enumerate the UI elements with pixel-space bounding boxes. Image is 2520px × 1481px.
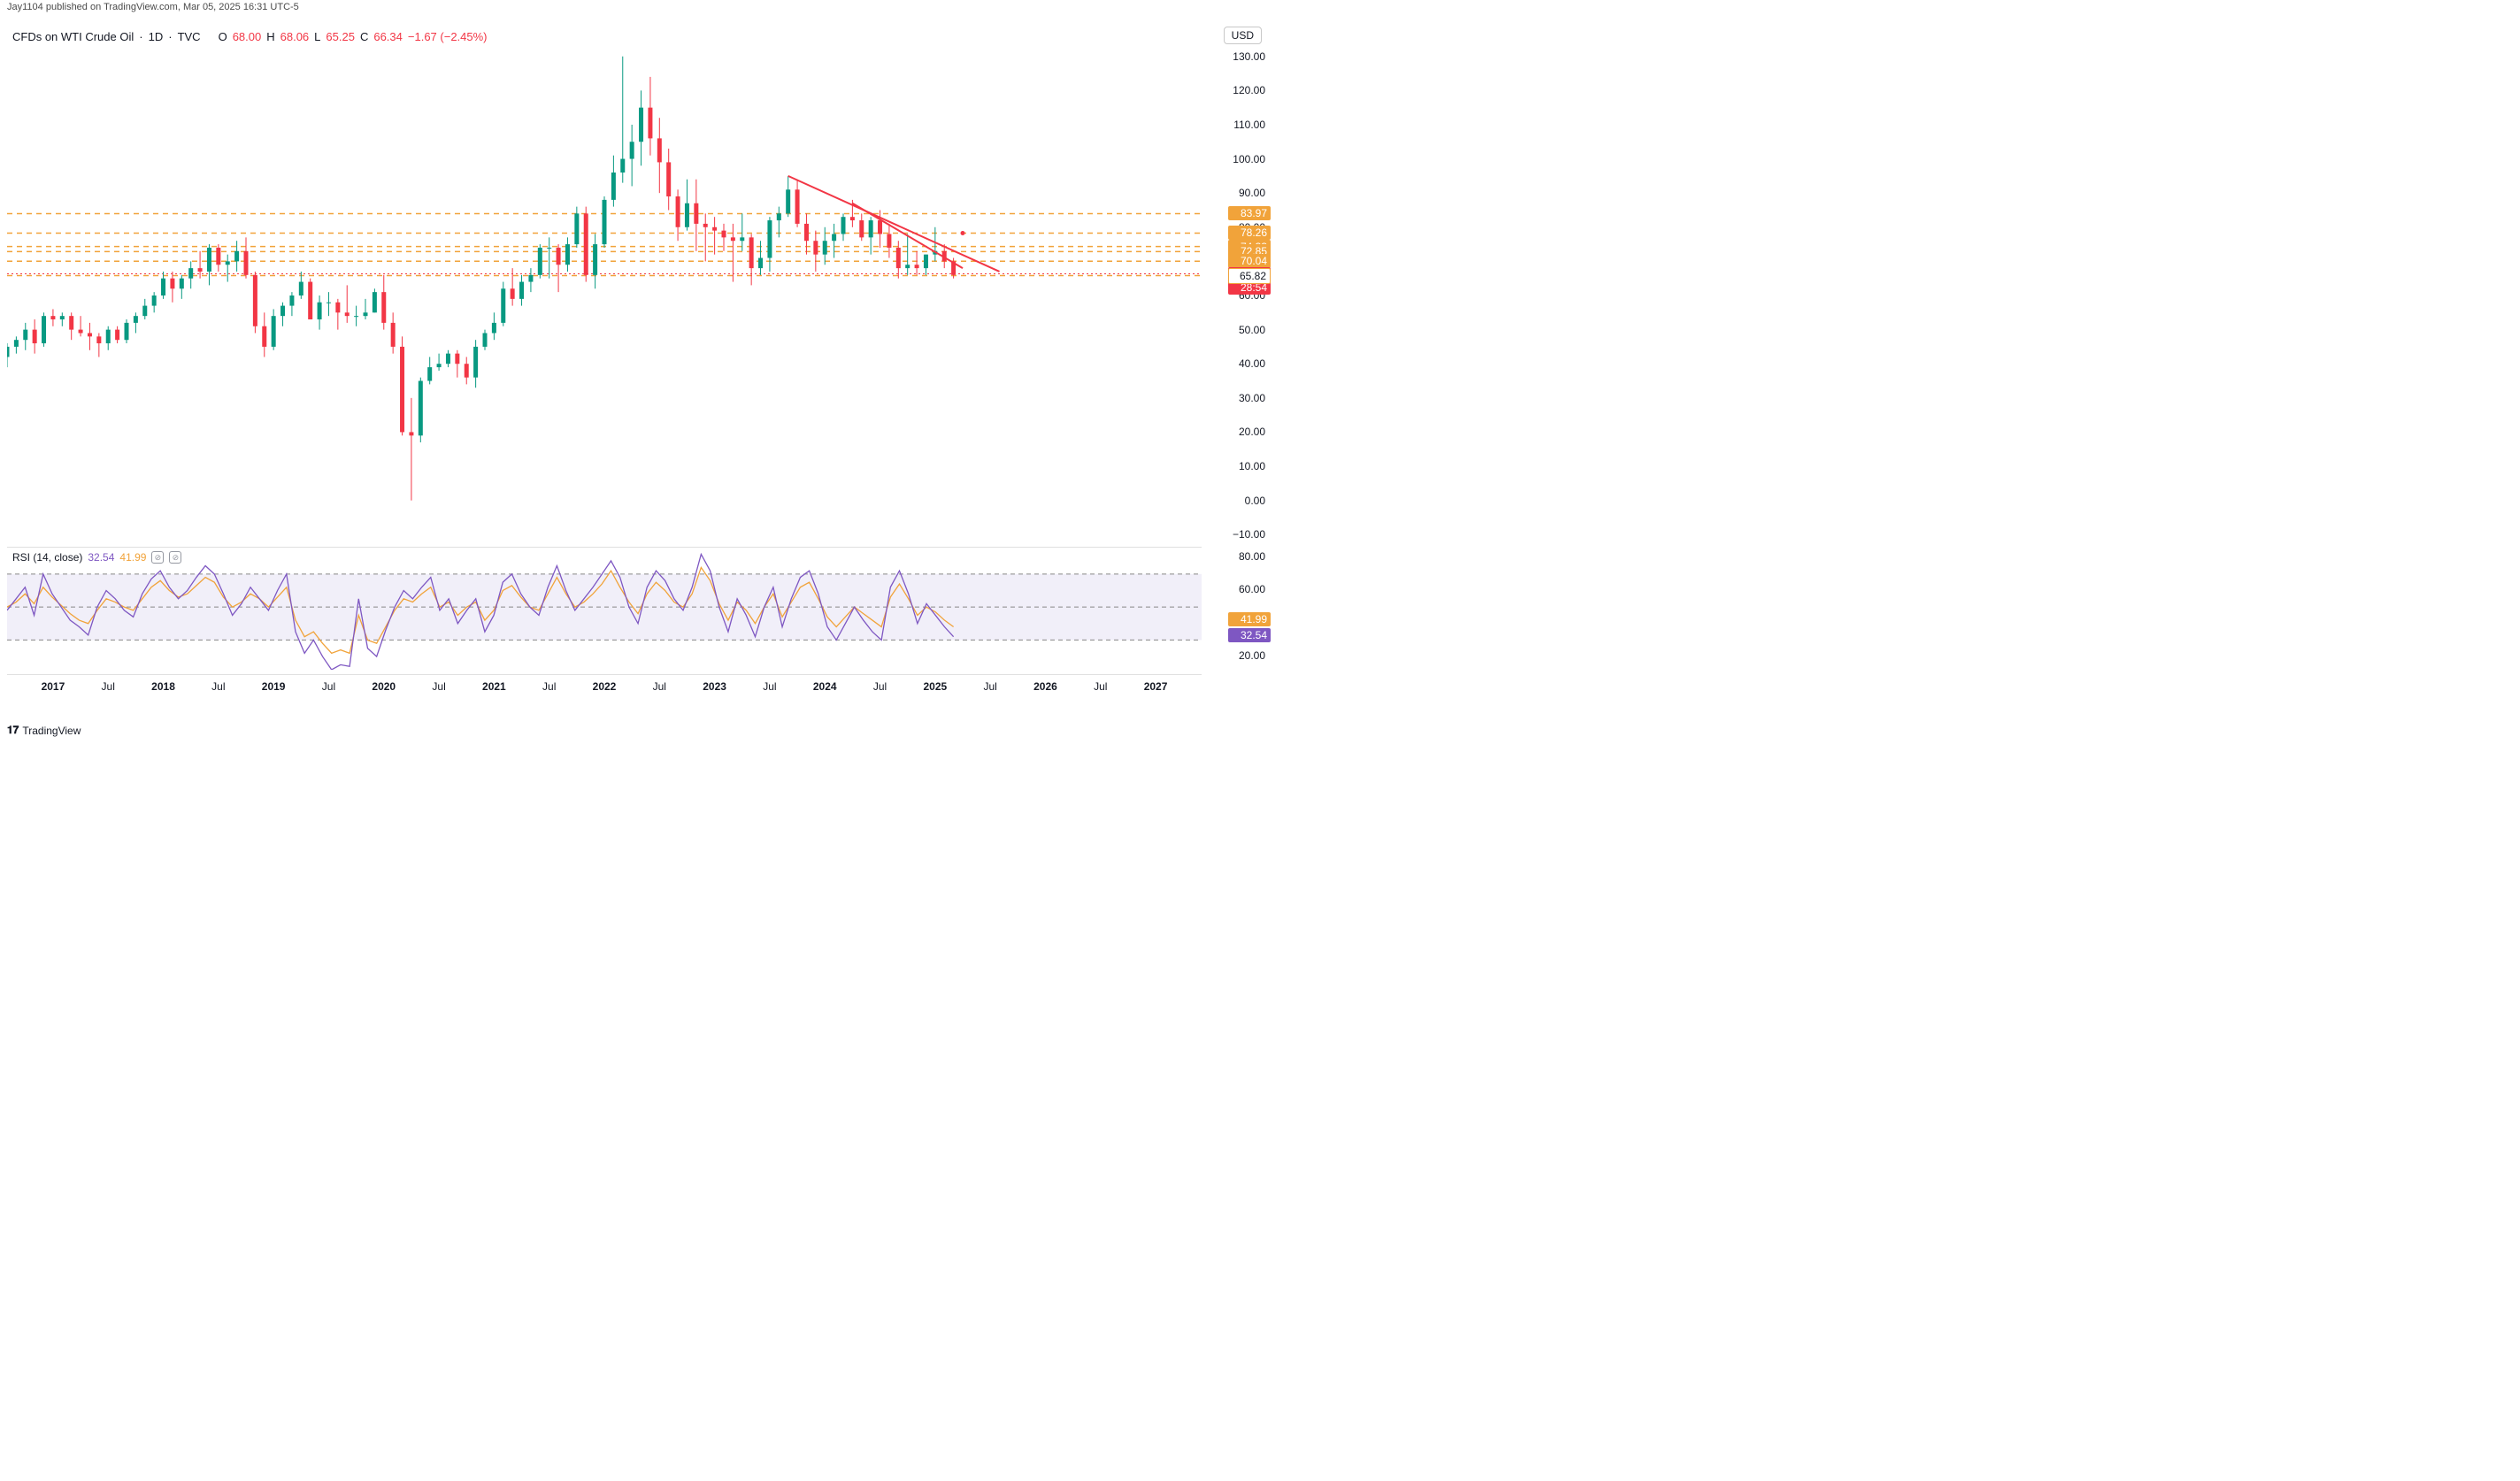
xtick: 2019	[262, 680, 286, 693]
open-value: 68.00	[233, 30, 262, 43]
xtick: 2025	[923, 680, 947, 693]
price-chart[interactable]	[7, 50, 1202, 541]
ytick: 100.00	[1233, 153, 1265, 165]
xtick: Jul	[1094, 680, 1107, 693]
price-chart-svg	[7, 50, 1202, 541]
ytick: 0.00	[1245, 495, 1265, 507]
symbol-name: CFDs on WTI Crude Oil	[12, 30, 134, 43]
ytick: 130.00	[1233, 50, 1265, 63]
publish-info: Jay1104 published on TradingView.com, Ma…	[0, 0, 1274, 16]
xtick: Jul	[653, 680, 666, 693]
visibility-icon[interactable]: ⊘	[151, 551, 164, 564]
xtick: 2027	[1144, 680, 1168, 693]
c-label: C	[360, 30, 368, 43]
rsi-ytick: 20.00	[1239, 649, 1265, 662]
change-value: −1.67 (−2.45%)	[408, 30, 488, 43]
xtick: Jul	[322, 680, 335, 693]
close-value: 66.34	[373, 30, 403, 43]
low-value: 65.25	[326, 30, 355, 43]
ytick: 10.00	[1239, 460, 1265, 472]
ytick: 90.00	[1239, 187, 1265, 199]
ytick: 20.00	[1239, 426, 1265, 438]
rsi-value-tag: 41.99	[1228, 612, 1271, 626]
xtick: 2020	[372, 680, 396, 693]
xtick: Jul	[211, 680, 225, 693]
l-label: L	[314, 30, 320, 43]
xtick: Jul	[542, 680, 556, 693]
rsi-ytick: 80.00	[1239, 550, 1265, 563]
rsi-pane[interactable]: RSI (14, close) 32.54 41.99 ⊘ ⊘	[7, 547, 1202, 669]
price-axis[interactable]: −10.000.0010.0020.0030.0040.0050.0060.00…	[1218, 50, 1274, 541]
rsi-legend: RSI (14, close) 32.54 41.99 ⊘ ⊘	[12, 551, 181, 564]
interval: 1D	[149, 30, 164, 43]
rsi-axis[interactable]: 20.0040.0060.0080.0041.9932.54	[1218, 547, 1274, 669]
ytick: 30.00	[1239, 392, 1265, 404]
rsi-value-tag: 32.54	[1228, 628, 1271, 642]
xtick: 2024	[813, 680, 837, 693]
xtick: Jul	[983, 680, 996, 693]
xtick: 2017	[42, 680, 65, 693]
tv-logo-icon: 𝟏𝟕	[7, 724, 19, 737]
currency-badge: USD	[1224, 27, 1262, 44]
xtick: Jul	[873, 680, 887, 693]
h-label: H	[266, 30, 274, 43]
rsi-yellow-value: 41.99	[119, 551, 146, 564]
ytick: 110.00	[1233, 119, 1265, 131]
ytick: 50.00	[1239, 324, 1265, 336]
o-label: O	[219, 30, 227, 43]
tradingview-attribution: 𝟏𝟕 TradingView	[7, 724, 81, 737]
xtick: Jul	[432, 680, 445, 693]
xtick: 2026	[1033, 680, 1057, 693]
price-level-tag: 78.26	[1228, 226, 1271, 240]
ytick: 120.00	[1233, 84, 1265, 96]
xtick: 2021	[482, 680, 506, 693]
symbol-legend: CFDs on WTI Crude Oil · 1D · TVC O68.00 …	[12, 30, 488, 43]
xtick: 2022	[593, 680, 617, 693]
exchange: TVC	[178, 30, 201, 43]
xtick: Jul	[102, 680, 115, 693]
rsi-ytick: 60.00	[1239, 583, 1265, 595]
xtick: 2018	[151, 680, 175, 693]
ytick: −10.00	[1233, 528, 1265, 541]
visibility-icon[interactable]: ⊘	[169, 551, 181, 564]
xtick: 2023	[703, 680, 726, 693]
price-level-tag: 65.82	[1228, 268, 1271, 284]
ytick: 40.00	[1239, 357, 1265, 370]
rsi-chart-svg	[7, 548, 1202, 670]
time-axis[interactable]: 2017 Jul 2018 Jul 2019 Jul 2020 Jul 2021 Jul 2022 J…	[7, 674, 1202, 695]
xtick: Jul	[763, 680, 776, 693]
high-value: 68.06	[280, 30, 310, 43]
price-level-tag: 83.97	[1228, 206, 1271, 220]
rsi-purple-value: 32.54	[88, 551, 114, 564]
